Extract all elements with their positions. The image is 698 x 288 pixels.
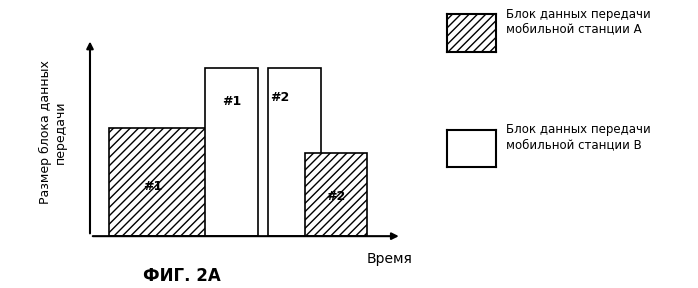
Text: Блок данных передачи
мобильной станции B: Блок данных передачи мобильной станции B: [506, 123, 651, 151]
Text: Время: Время: [366, 252, 412, 266]
Text: #2: #2: [327, 190, 346, 203]
Text: #1: #1: [142, 180, 162, 193]
Text: #2: #2: [270, 91, 290, 105]
Text: Размер блока данных
передачи: Размер блока данных передачи: [38, 60, 66, 204]
Text: Блок данных передачи
мобильной станции A: Блок данных передачи мобильной станции A: [506, 7, 651, 36]
Bar: [109, 128, 221, 236]
Bar: [205, 68, 258, 236]
Text: ФИГ. 2А: ФИГ. 2А: [142, 267, 221, 285]
Bar: [305, 153, 367, 236]
Text: #1: #1: [222, 95, 241, 108]
Bar: [267, 68, 320, 236]
